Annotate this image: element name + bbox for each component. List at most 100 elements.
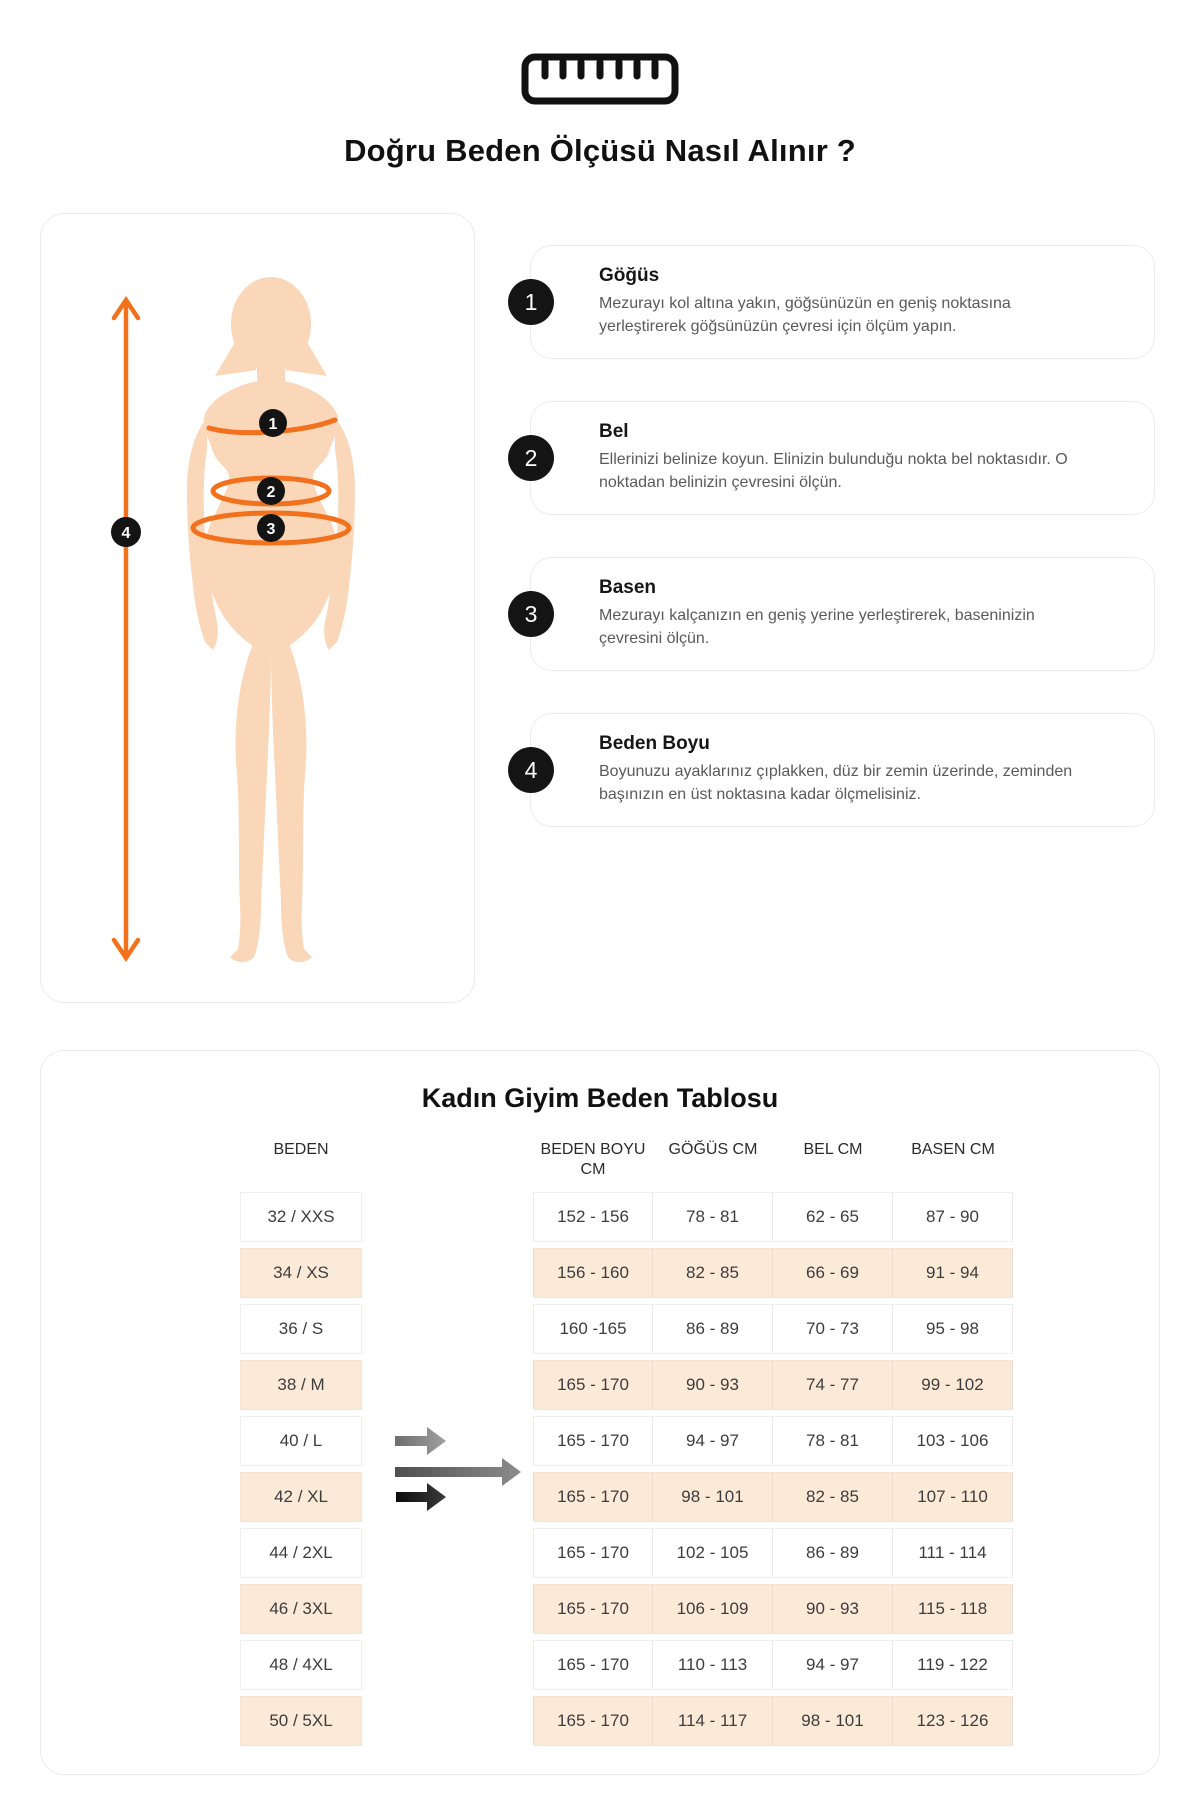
cell-basen: 107 - 110 xyxy=(893,1472,1013,1522)
instruction-card: 2 Bel Ellerinizi belinize koyun. Elinizi… xyxy=(508,401,1155,515)
instruction-text: Mezurayı kol altına yakın, göğsünüzün en… xyxy=(599,295,1011,336)
row-spacer xyxy=(362,1640,533,1690)
row-spacer xyxy=(362,1416,533,1466)
instruction-card: 1 Göğüs Mezurayı kol altına yakın, göğsü… xyxy=(508,245,1155,359)
cell-bel: 78 - 81 xyxy=(773,1416,893,1466)
col-header-beden: BEDEN xyxy=(273,1141,329,1158)
cell-beden-boyu: 152 - 156 xyxy=(533,1192,653,1242)
step-number-badge: 2 xyxy=(508,435,554,481)
figure-marker-3: 3 xyxy=(257,514,285,542)
table-row: 32 / XXS 152 - 156 78 - 81 62 - 65 87 - … xyxy=(240,1192,1015,1242)
instruction-text: Boyunuzu ayaklarınız çıplakken, düz bir … xyxy=(599,763,1073,804)
cell-beden: 40 / L xyxy=(240,1416,362,1466)
cell-basen: 103 - 106 xyxy=(893,1416,1013,1466)
cell-beden-boyu: 165 - 170 xyxy=(533,1360,653,1410)
cell-beden-boyu: 156 - 160 xyxy=(533,1248,653,1298)
measurement-section: 1 2 3 4 xyxy=(40,213,1160,1003)
table-row: 40 / L 165 - 170 94 - 97 78 - 81 103 - 1… xyxy=(240,1416,1015,1466)
size-table-card: Kadın Giyim Beden Tablosu BEDEN BEDEN BO… xyxy=(40,1050,1160,1775)
instruction-text: Ellerinizi belinize koyun. Elinizin bulu… xyxy=(599,451,1068,492)
cell-beden-boyu: 165 - 170 xyxy=(533,1696,653,1746)
cell-beden: 44 / 2XL xyxy=(240,1528,362,1578)
cell-gogus: 86 - 89 xyxy=(653,1304,773,1354)
cell-gogus: 78 - 81 xyxy=(653,1192,773,1242)
cell-beden-boyu: 165 - 170 xyxy=(533,1472,653,1522)
body-silhouette xyxy=(187,277,355,963)
ruler-icon xyxy=(520,52,680,111)
cell-beden: 42 / XL xyxy=(240,1472,362,1522)
cell-bel: 98 - 101 xyxy=(773,1696,893,1746)
cell-gogus: 110 - 113 xyxy=(653,1640,773,1690)
cell-basen: 99 - 102 xyxy=(893,1360,1013,1410)
instruction-text: Mezurayı kalçanızın en geniş yerine yerl… xyxy=(599,607,1035,648)
cell-basen: 119 - 122 xyxy=(893,1640,1013,1690)
cell-basen: 95 - 98 xyxy=(893,1304,1013,1354)
cell-gogus: 98 - 101 xyxy=(653,1472,773,1522)
cell-bel: 82 - 85 xyxy=(773,1472,893,1522)
step-number-badge: 4 xyxy=(508,747,554,793)
instruction-title: Göğüs xyxy=(599,265,660,286)
row-spacer xyxy=(362,1304,533,1354)
row-spacer xyxy=(362,1472,533,1522)
table-row: 34 / XS 156 - 160 82 - 85 66 - 69 91 - 9… xyxy=(240,1248,1015,1298)
table-row: 44 / 2XL 165 - 170 102 - 105 86 - 89 111… xyxy=(240,1528,1015,1578)
cell-beden: 36 / S xyxy=(240,1304,362,1354)
cell-gogus: 114 - 117 xyxy=(653,1696,773,1746)
table-row: 38 / M 165 - 170 90 - 93 74 - 77 99 - 10… xyxy=(240,1360,1015,1410)
cell-beden-boyu: 165 - 170 xyxy=(533,1584,653,1634)
cell-basen: 123 - 126 xyxy=(893,1696,1013,1746)
size-table: BEDEN BEDEN BOYU CM GÖĞÜS CM BEL CM BASE… xyxy=(240,1140,1015,1746)
svg-text:3: 3 xyxy=(267,521,276,538)
step-number-badge: 1 xyxy=(508,279,554,325)
cell-beden-boyu: 160 -165 xyxy=(533,1304,653,1354)
cell-bel: 90 - 93 xyxy=(773,1584,893,1634)
row-spacer xyxy=(362,1360,533,1410)
cell-beden: 32 / XXS xyxy=(240,1192,362,1242)
row-spacer xyxy=(362,1248,533,1298)
table-row: 42 / XL 165 - 170 98 - 101 82 - 85 107 -… xyxy=(240,1472,1015,1522)
instruction-title: Beden Boyu xyxy=(599,733,710,754)
cell-beden: 48 / 4XL xyxy=(240,1640,362,1690)
figure-marker-2: 2 xyxy=(257,477,285,505)
cell-basen: 111 - 114 xyxy=(893,1528,1013,1578)
size-table-header: BEDEN BEDEN BOYU CM GÖĞÜS CM BEL CM BASE… xyxy=(240,1140,1015,1192)
row-spacer xyxy=(362,1192,533,1242)
cell-gogus: 102 - 105 xyxy=(653,1528,773,1578)
cell-gogus: 106 - 109 xyxy=(653,1584,773,1634)
cell-beden-boyu: 165 - 170 xyxy=(533,1640,653,1690)
col-header-beden-boyu: BEDEN BOYU CM xyxy=(540,1141,646,1178)
col-header-basen: BASEN CM xyxy=(911,1141,995,1158)
cell-bel: 86 - 89 xyxy=(773,1528,893,1578)
size-table-title: Kadın Giyim Beden Tablosu xyxy=(421,1083,779,1113)
svg-text:1: 1 xyxy=(269,416,278,433)
cell-basen: 91 - 94 xyxy=(893,1248,1013,1298)
col-header-gogus: GÖĞÜS CM xyxy=(668,1141,758,1158)
page-title: Doğru Beden Ölçüsü Nasıl Alınır ? xyxy=(344,133,856,168)
table-row: 48 / 4XL 165 - 170 110 - 113 94 - 97 119… xyxy=(240,1640,1015,1690)
figure-marker-1: 1 xyxy=(259,409,287,437)
cell-beden-boyu: 165 - 170 xyxy=(533,1528,653,1578)
cell-beden: 38 / M xyxy=(240,1360,362,1410)
cell-beden: 34 / XS xyxy=(240,1248,362,1298)
cell-beden-boyu: 165 - 170 xyxy=(533,1416,653,1466)
cell-bel: 74 - 77 xyxy=(773,1360,893,1410)
cell-beden: 50 / 5XL xyxy=(240,1696,362,1746)
table-row: 50 / 5XL 165 - 170 114 - 117 98 - 101 12… xyxy=(240,1696,1015,1746)
cell-gogus: 82 - 85 xyxy=(653,1248,773,1298)
cell-bel: 70 - 73 xyxy=(773,1304,893,1354)
instruction-card: 3 Basen Mezurayı kalçanızın en geniş yer… xyxy=(508,557,1155,671)
col-header-bel: BEL CM xyxy=(803,1141,863,1158)
instruction-title: Basen xyxy=(599,577,657,598)
instruction-cards: 1 Göğüs Mezurayı kol altına yakın, göğsü… xyxy=(508,213,1155,1003)
hip-line xyxy=(190,510,352,546)
cell-beden: 46 / 3XL xyxy=(240,1584,362,1634)
svg-text:2: 2 xyxy=(267,484,276,501)
cell-bel: 66 - 69 xyxy=(773,1248,893,1298)
cell-basen: 115 - 118 xyxy=(893,1584,1013,1634)
step-number-badge: 3 xyxy=(508,591,554,637)
size-table-body: 32 / XXS 152 - 156 78 - 81 62 - 65 87 - … xyxy=(240,1192,1015,1746)
instruction-title: Bel xyxy=(599,421,629,442)
row-spacer xyxy=(362,1696,533,1746)
instruction-card: 4 Beden Boyu Boyunuzu ayaklarınız çıplak… xyxy=(508,713,1155,827)
